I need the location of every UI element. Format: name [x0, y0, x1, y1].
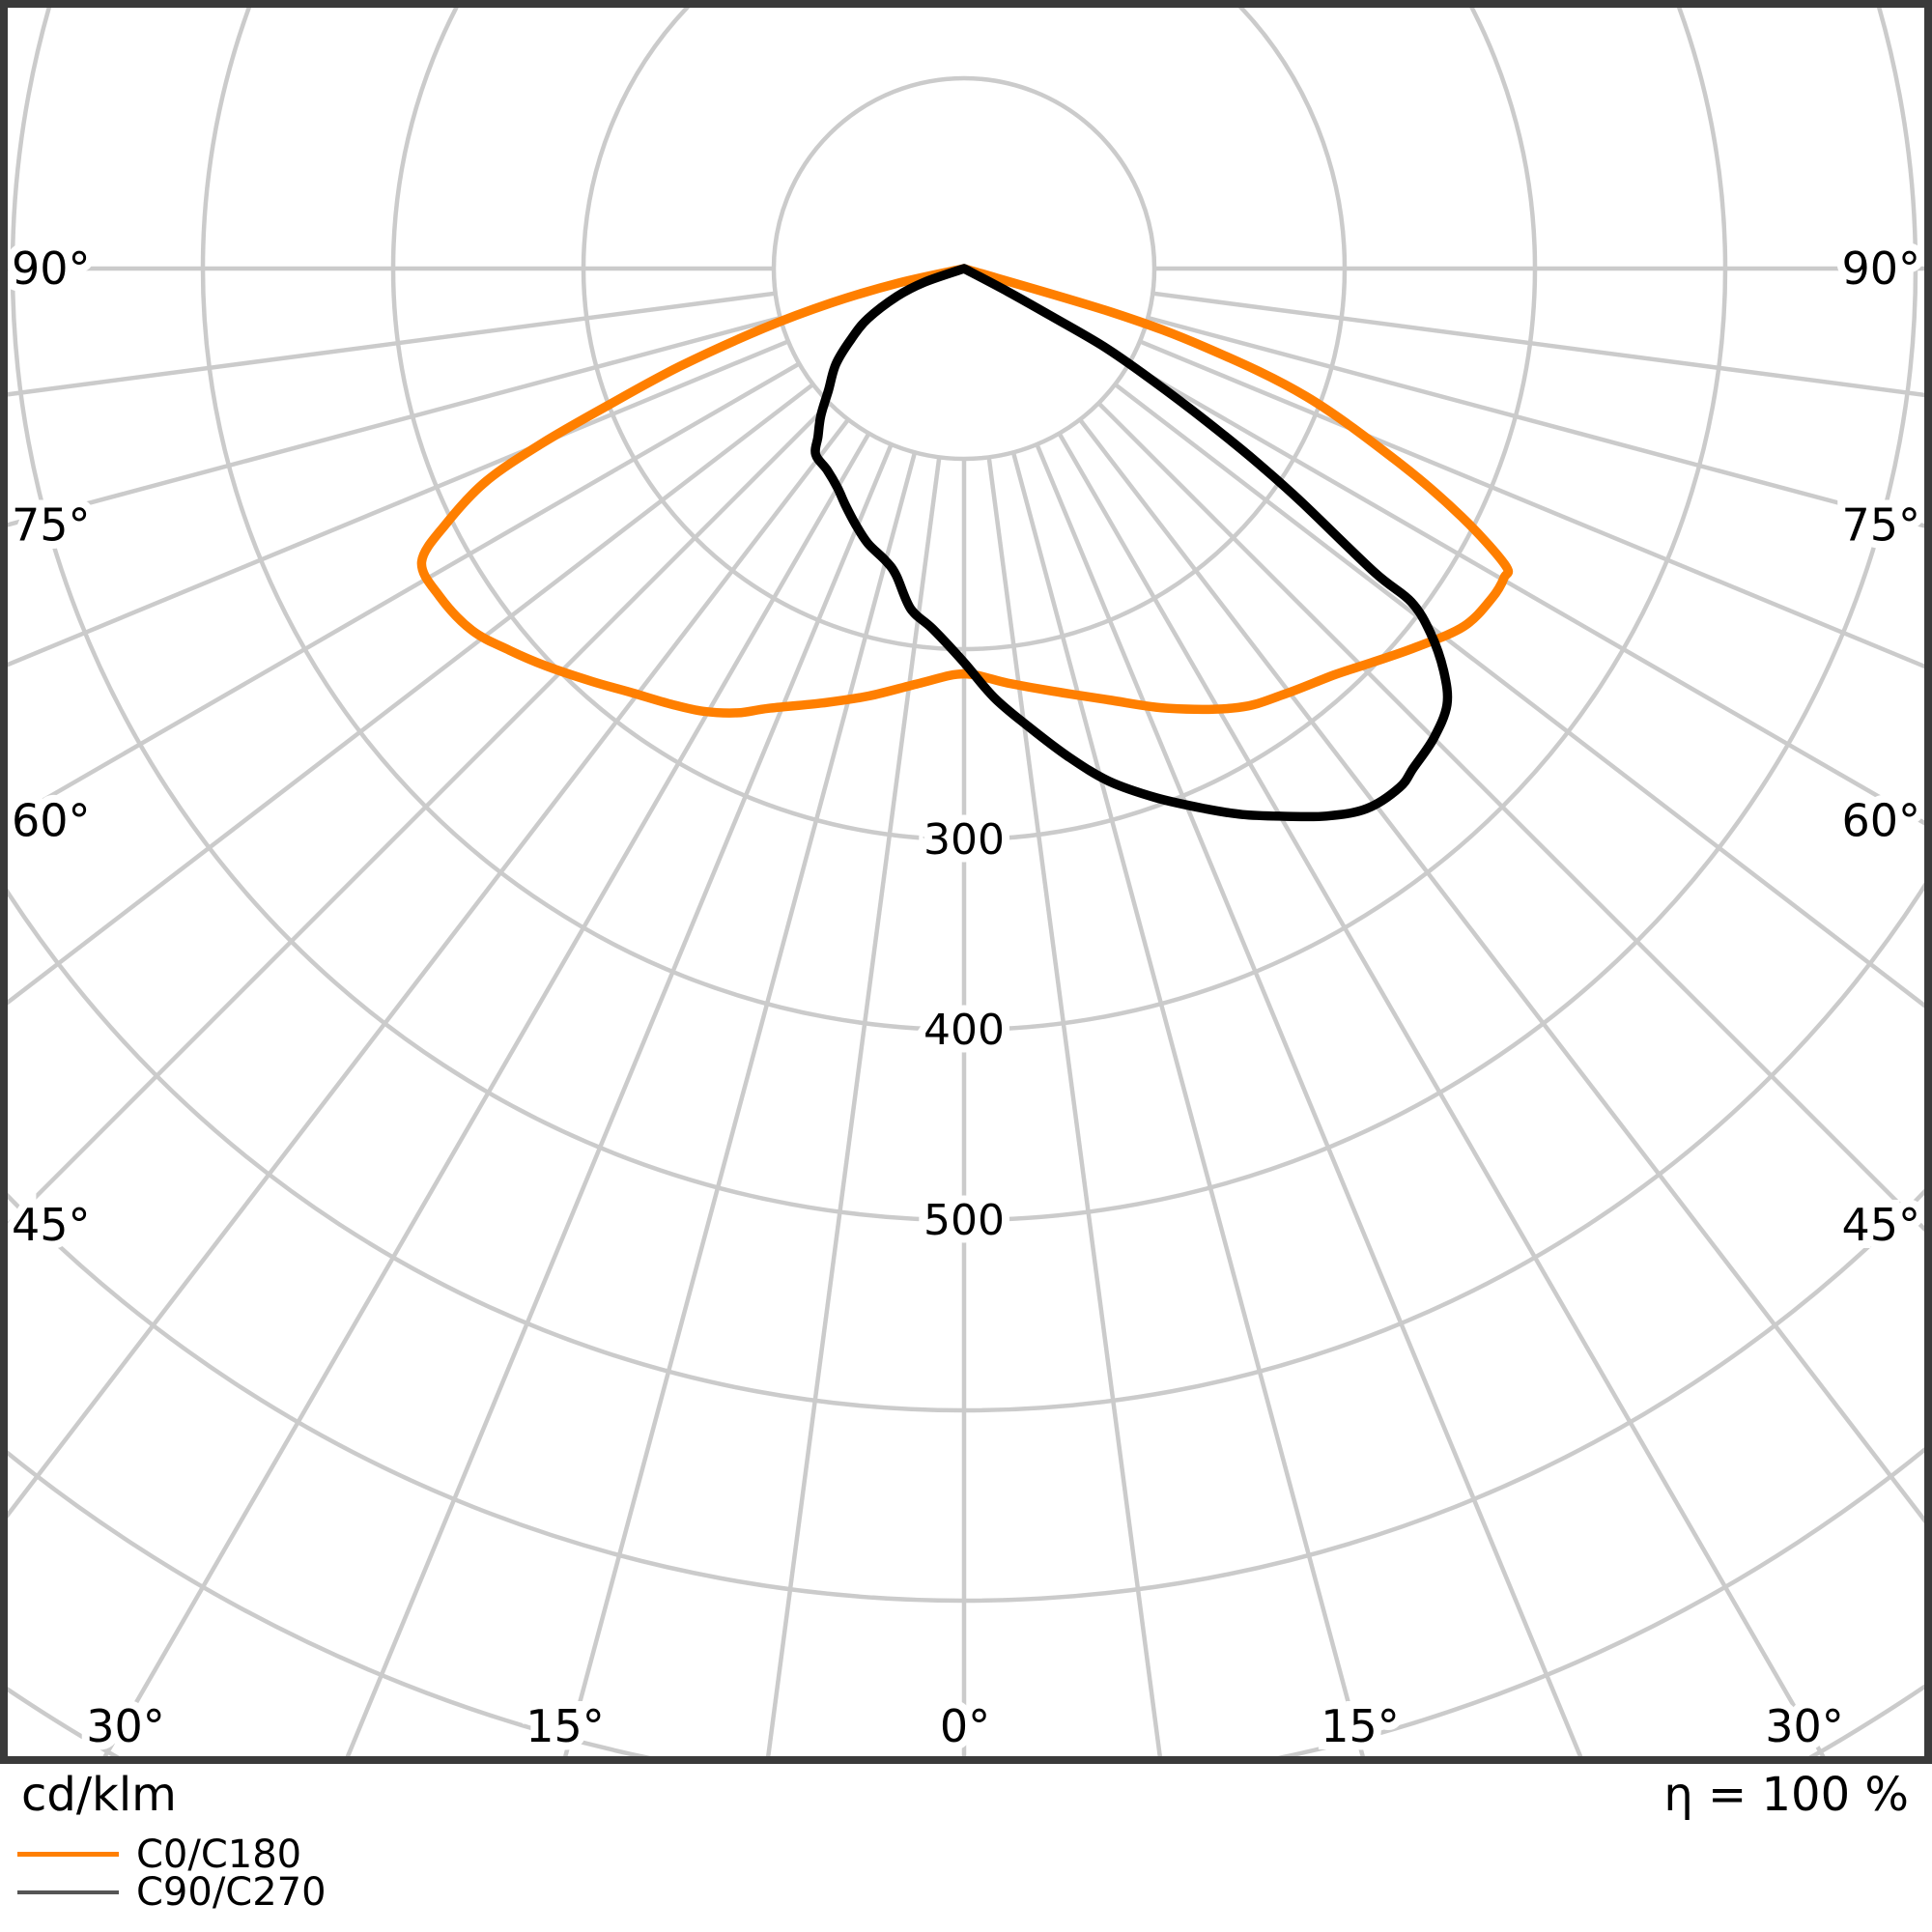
grid-ray	[563, 451, 918, 1756]
ring-value-label: 400	[923, 1006, 1005, 1055]
grid-ray	[1096, 401, 1924, 1233]
angle-label-left: 60°	[12, 795, 91, 847]
grid-ray	[1113, 383, 1924, 1009]
grid-ray	[1057, 432, 1826, 1756]
curve-c90-c270	[810, 264, 1453, 822]
grid-labels: 300 400 500 90° 90° 75° 75° 60° 60° 45° 45° 30° 15° 0…	[4, 235, 1928, 1760]
angle-label-right: 45°	[1841, 1199, 1920, 1251]
angle-label-left: 90°	[12, 242, 91, 295]
legend: C0/C180 C90/C270	[17, 1832, 327, 1915]
grid-ray	[8, 315, 781, 527]
angle-label-right: 60°	[1841, 795, 1920, 847]
grid-ray	[1139, 339, 1924, 669]
legend-line-swatch	[17, 1852, 119, 1857]
grid-ray	[1152, 291, 1924, 398]
grid-ray	[1147, 315, 1924, 528]
legend-row: C0/C180	[17, 1832, 327, 1877]
grid-ray	[102, 432, 871, 1756]
plot-frame	[0, 0, 1932, 1764]
legend-line-swatch	[17, 1889, 119, 1894]
efficiency-label: η = 100 %	[1663, 1768, 1909, 1822]
curves	[416, 264, 1514, 822]
ring-value-label: 500	[923, 1196, 1005, 1245]
angle-label-right: 90°	[1841, 242, 1920, 295]
grid-ray	[8, 361, 801, 824]
curve-c0-c180	[416, 264, 1514, 718]
grid-ray	[1078, 417, 1924, 1524]
legend-label: C0/C180	[136, 1832, 302, 1877]
grid-ray	[8, 401, 832, 1229]
grid-ray	[765, 457, 942, 1756]
angle-label-left: 75°	[12, 498, 91, 551]
grid-ray	[1127, 361, 1924, 826]
angle-label-bottom: 30°	[1765, 1700, 1844, 1752]
legend-label: C90/C270	[136, 1869, 327, 1915]
grid-ray	[986, 457, 1163, 1756]
legend-row: C90/C270	[17, 1869, 327, 1915]
angle-label-bottom: 0°	[940, 1700, 990, 1752]
grid-ray	[8, 291, 776, 397]
units-label: cd/klm	[21, 1768, 177, 1822]
angle-label-right: 75°	[1841, 498, 1920, 551]
angle-label-bottom: 15°	[526, 1700, 605, 1752]
grid-ray	[8, 383, 815, 1006]
angle-label-bottom: 30°	[86, 1700, 165, 1752]
grid-ray	[345, 443, 894, 1756]
ring-value-label: 300	[923, 815, 1005, 865]
grid-ray	[1035, 443, 1583, 1756]
angle-label-bottom: 15°	[1321, 1700, 1400, 1752]
grid-ray	[8, 417, 850, 1519]
grid-ray	[8, 339, 789, 668]
angle-label-left: 45°	[12, 1199, 91, 1251]
